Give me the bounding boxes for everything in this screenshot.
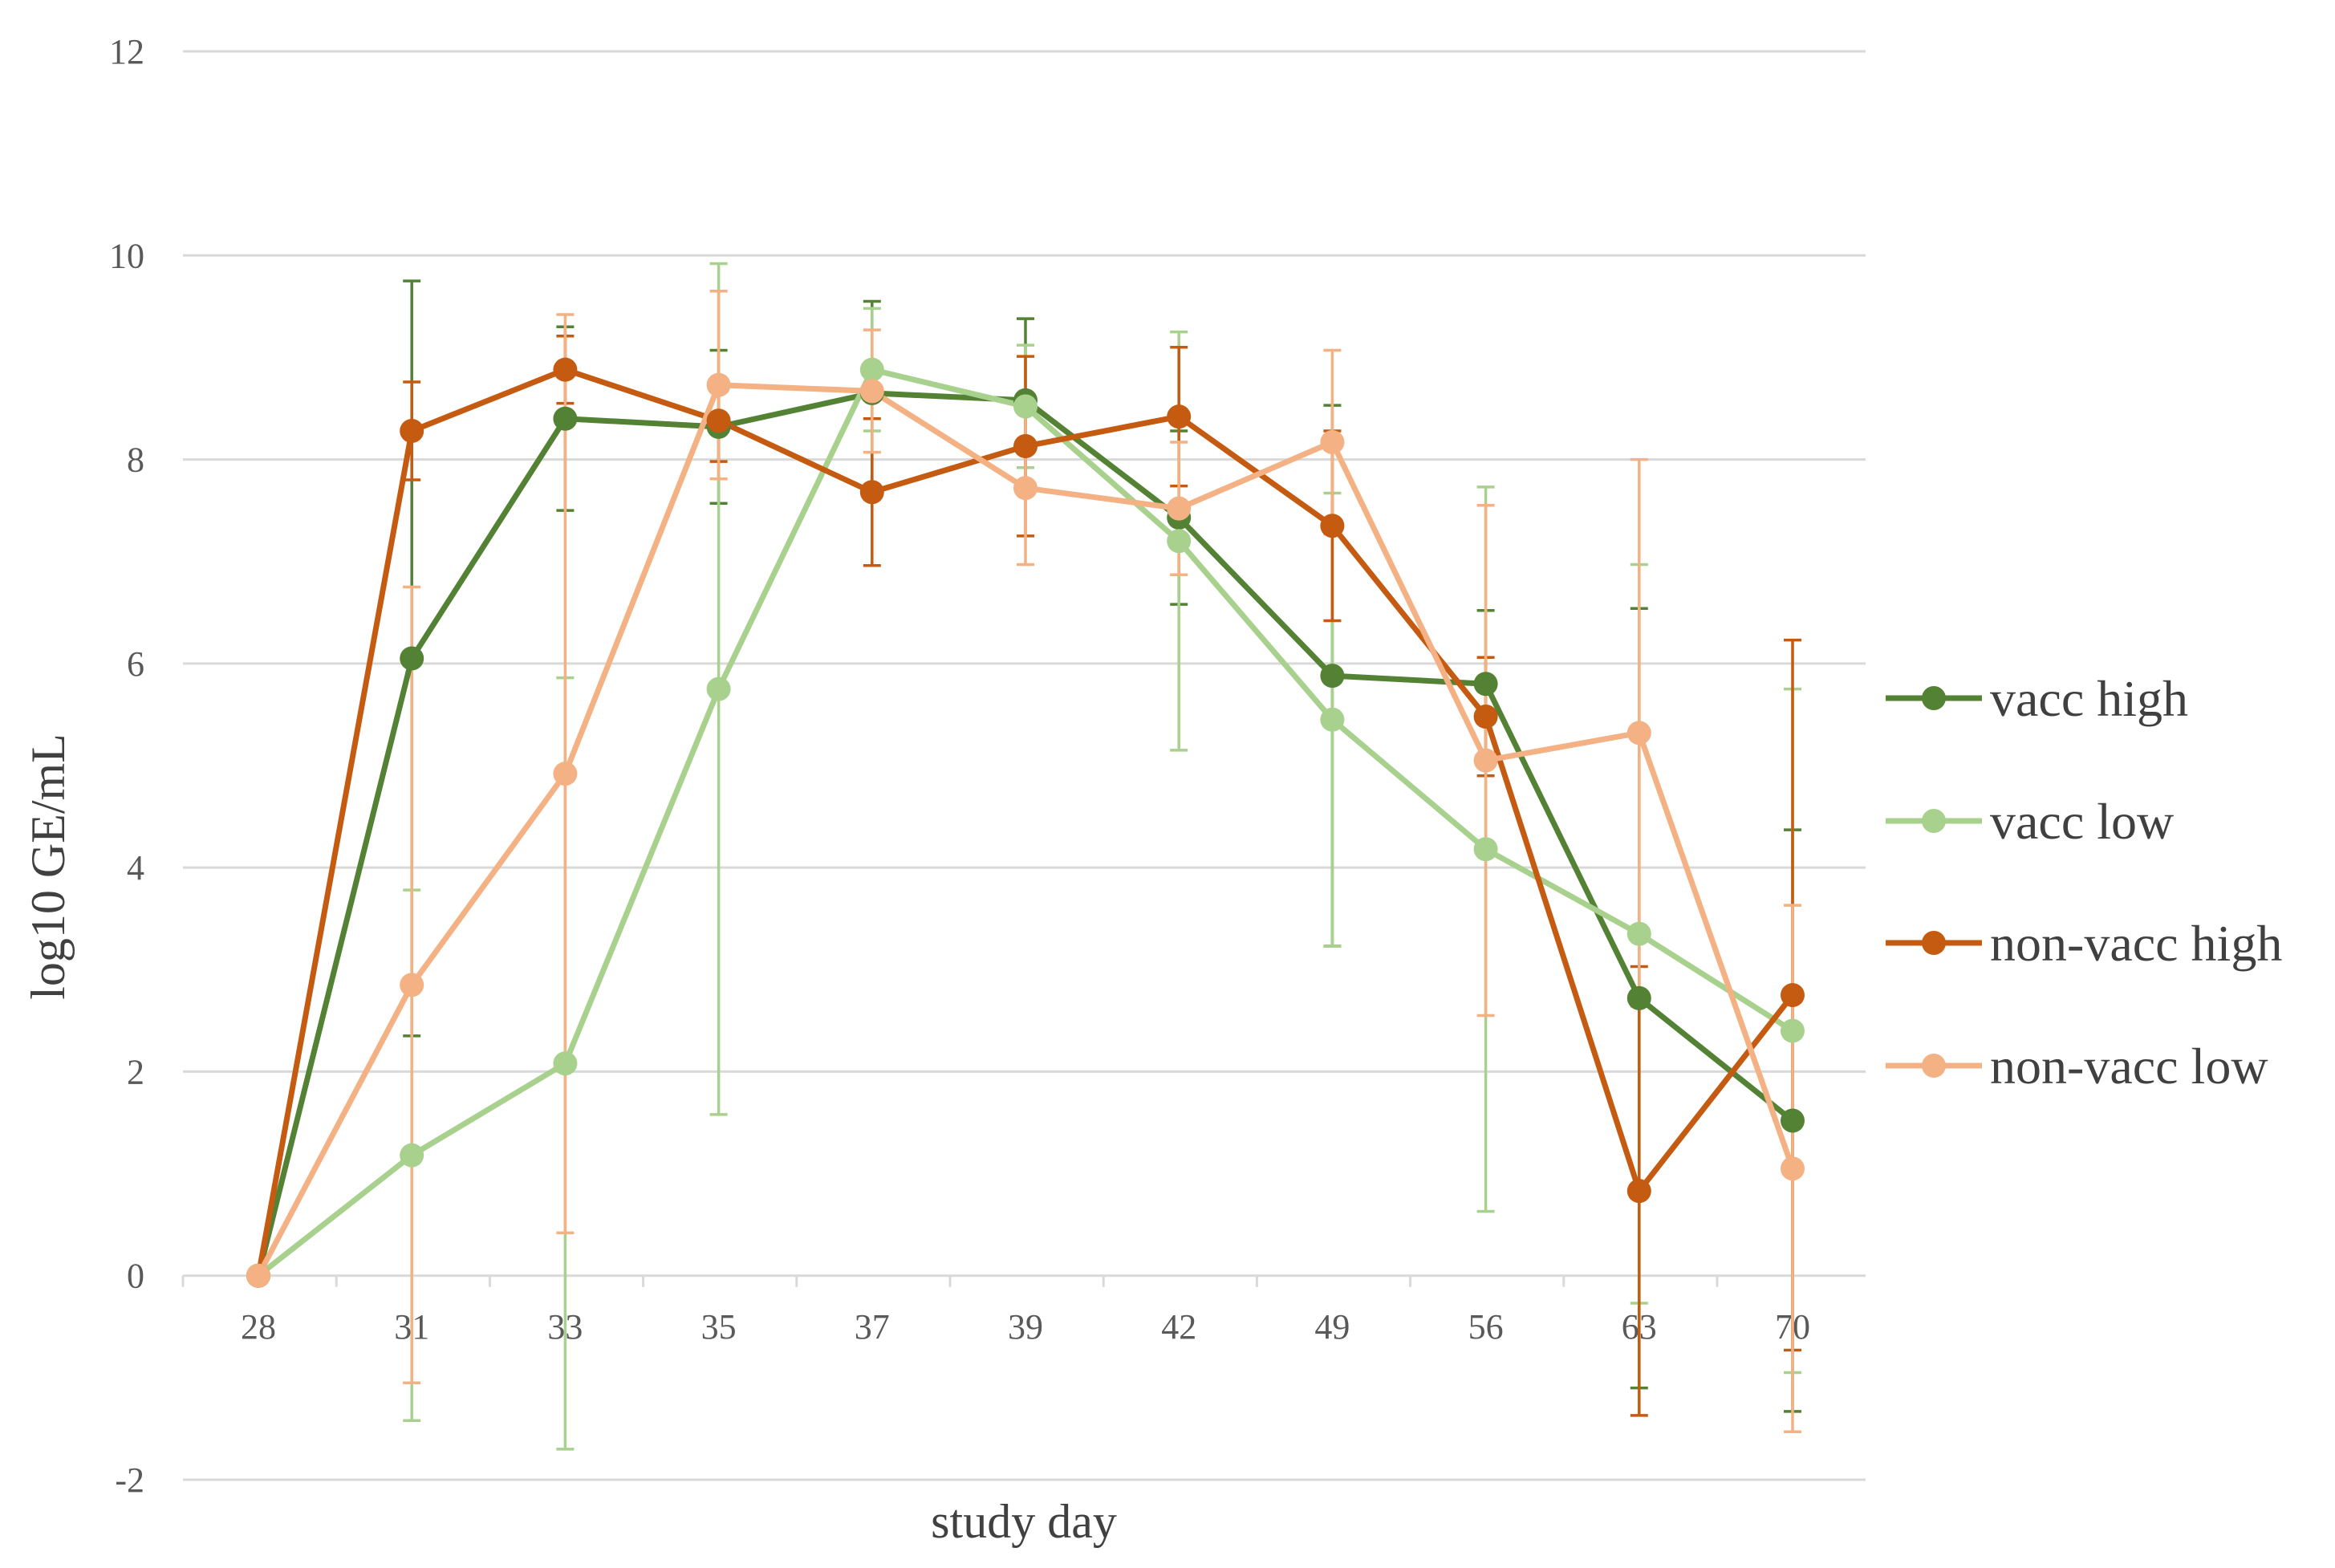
y-tick-label: 10 [109, 236, 144, 275]
data-point [1320, 514, 1345, 538]
y-axis-ticks: -2 0 2 4 6 8 10 12 [109, 32, 144, 1500]
x-tick-label: 49 [1314, 1307, 1350, 1347]
data-point [1781, 1108, 1805, 1133]
data-point [1013, 434, 1038, 459]
data-point [1626, 721, 1651, 745]
data-point [400, 418, 424, 443]
data-point [859, 357, 884, 382]
data-point [553, 406, 578, 431]
x-tick-label: 39 [1008, 1307, 1043, 1347]
data-point [1473, 748, 1498, 773]
x-tick-label: 56 [1468, 1307, 1504, 1347]
x-tick-label: 28 [241, 1307, 276, 1347]
data-point [1473, 704, 1498, 729]
legend: vacc high vacc low non-vacc high non-vacc l… [1886, 670, 2282, 1095]
series-markers [246, 357, 1805, 1288]
data-point [1781, 983, 1805, 1008]
data-point [1167, 496, 1192, 521]
data-point [706, 372, 731, 397]
y-tick-label: 2 [127, 1052, 144, 1091]
data-point [246, 1263, 270, 1288]
data-point [1013, 476, 1038, 501]
data-point [859, 480, 884, 505]
data-point [1167, 529, 1192, 554]
legend-swatch-marker [1922, 686, 1946, 710]
legend-label: non-vacc low [1990, 1038, 2268, 1095]
error-bars [403, 262, 1801, 1451]
x-axis-ticks: 28 31 33 35 37 39 42 49 56 63 70 [181, 1275, 1810, 1347]
legend-label: vacc low [1990, 793, 2174, 850]
data-point [1473, 837, 1498, 862]
data-point [706, 676, 731, 701]
x-tick-label: 35 [701, 1307, 737, 1347]
y-tick-label: -2 [115, 1460, 144, 1500]
y-tick-label: 0 [127, 1257, 144, 1296]
legend-swatch-marker [1922, 809, 1946, 833]
legend-swatch-marker [1922, 1054, 1946, 1078]
data-point [1320, 707, 1345, 732]
x-axis-title: study day [931, 1495, 1117, 1548]
data-point [400, 973, 424, 997]
y-tick-label: 6 [127, 644, 144, 684]
data-point [859, 379, 884, 404]
data-point [1781, 1156, 1805, 1181]
data-point [1626, 921, 1651, 946]
data-point [1626, 985, 1651, 1010]
data-point [400, 1143, 424, 1168]
y-axis-title: log10 GE/mL [22, 733, 75, 1000]
legend-label: non-vacc high [1990, 915, 2282, 972]
x-tick-label: 42 [1161, 1307, 1196, 1347]
data-point [1167, 404, 1192, 429]
data-point [553, 1051, 578, 1076]
data-point [1320, 429, 1345, 454]
data-point [553, 762, 578, 786]
data-point [1781, 1018, 1805, 1043]
data-point [1626, 1179, 1651, 1204]
data-point [553, 357, 578, 382]
gridlines [183, 50, 1866, 1481]
x-tick-label: 37 [855, 1307, 890, 1347]
data-point [1013, 394, 1038, 419]
data-point [1320, 664, 1345, 689]
data-point [706, 408, 731, 433]
y-tick-label: 4 [127, 848, 144, 888]
legend-swatch-marker [1922, 931, 1946, 955]
data-point [400, 646, 424, 671]
data-point [1473, 672, 1498, 697]
y-tick-label: 12 [109, 32, 144, 71]
y-tick-label: 8 [127, 441, 144, 480]
legend-label: vacc high [1990, 670, 2188, 727]
